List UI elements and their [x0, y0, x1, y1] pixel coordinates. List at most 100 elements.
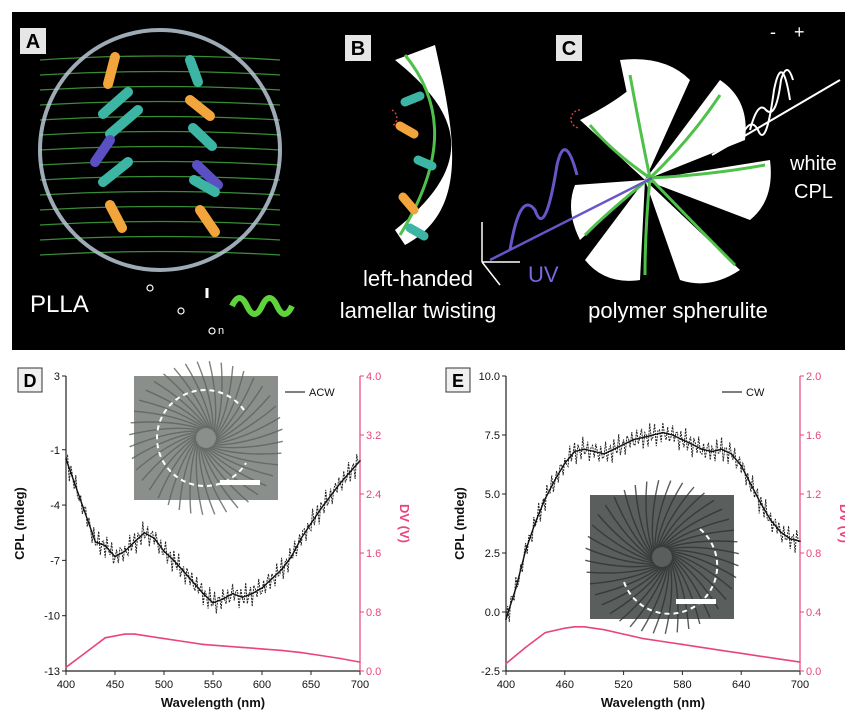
panel-c-caption: polymer spherulite: [588, 298, 768, 323]
y2-axis-label: DV (V): [837, 504, 845, 543]
inset-fibril: [199, 445, 228, 513]
panel-d-letter: D: [24, 371, 37, 391]
x-tick-label: 500: [155, 679, 173, 691]
twisted-lamella: [395, 45, 453, 245]
inset-fibril: [656, 486, 695, 549]
inset-fibril: [173, 367, 212, 430]
data-point-acw: [163, 550, 165, 552]
inset-fibril: [157, 437, 197, 499]
data-point-cw: [671, 434, 674, 436]
data-point-cw: [691, 443, 693, 446]
x-tick-label: 400: [57, 679, 75, 691]
panel-b-letter: B: [351, 38, 365, 60]
data-point-dv: [182, 640, 185, 643]
inset-fibril: [198, 445, 216, 515]
inset-fibril: [215, 377, 255, 439]
y2-tick-label: 0.8: [806, 548, 821, 560]
data-point-acw: [65, 458, 67, 460]
data-point-dv: [84, 651, 87, 654]
inset-fibril: [178, 440, 198, 511]
raw-cpl-trace: [505, 422, 799, 622]
data-point-cw: [524, 549, 527, 552]
data-point-acw: [349, 471, 352, 473]
panel-b-label-box: [345, 35, 371, 61]
cpl-output-beam: [711, 69, 841, 156]
y-axis-label: CPL (mdeg): [12, 487, 27, 560]
data-point-acw: [320, 507, 322, 510]
molecular-rods: [90, 52, 223, 237]
schematic-panel: A PLLA n B left-handed lamellar twisting: [12, 12, 845, 350]
x-axis-label: Wavelength (nm): [161, 695, 265, 710]
y-tick-label: -4: [50, 500, 60, 512]
inset-fibril: [670, 559, 690, 630]
data-point-acw: [300, 537, 303, 540]
y-tick-label: 2.5: [485, 548, 500, 560]
data-point-acw: [359, 460, 361, 462]
inset-fibril: [138, 399, 205, 429]
x-tick-label: 640: [732, 679, 750, 691]
inset-fibril: [594, 566, 661, 596]
data-point-cw: [730, 453, 733, 455]
x-tick-label: 650: [302, 679, 320, 691]
inset-fibril: [652, 564, 670, 634]
panel-e-letter: E: [452, 371, 464, 391]
data-point-dv: [133, 633, 136, 635]
x-tick-label: 450: [106, 679, 124, 691]
y2-tick-label: 0.8: [366, 607, 381, 619]
inset-fibril: [213, 416, 281, 445]
inset-fibril: [189, 442, 198, 514]
inset-fibril: [670, 551, 733, 590]
data-point-cw: [769, 519, 772, 521]
data-point-dv: [261, 648, 263, 650]
cpl-output-line2: CPL: [794, 181, 833, 203]
data-point-dv: [603, 628, 605, 631]
data-point-acw: [261, 587, 263, 589]
plus-sign: +: [794, 22, 805, 42]
data-point-dv: [222, 645, 224, 647]
panel-a: A PLLA n: [20, 28, 295, 337]
y2-tick-label: 1.6: [366, 548, 381, 560]
inset-fibril: [207, 447, 274, 477]
y2-tick-label: 3.2: [366, 430, 381, 442]
data-point-acw: [173, 559, 175, 562]
inset-micrograph: [585, 480, 739, 634]
inset-fibril: [215, 395, 271, 442]
inset-fibril: [203, 447, 259, 496]
inset-fibril: [208, 446, 279, 466]
inset-fibril: [148, 435, 197, 491]
inset-fibril: [129, 430, 199, 448]
data-point-dv: [573, 625, 576, 628]
chart-d: 400 450 500 550 600 650 700 3 -1 -4 -7 -10 -13 0.0 0.8…: [12, 361, 412, 710]
inset-fibril: [640, 564, 669, 632]
panel-c-letter: C: [562, 38, 576, 60]
spherulite-outline: [38, 28, 282, 272]
inset-fibril: [131, 431, 199, 460]
data-point-cw: [564, 462, 566, 465]
data-point-acw: [75, 485, 77, 488]
data-point-cw: [593, 450, 595, 453]
inset-fibril: [645, 481, 654, 553]
data-point-acw: [222, 598, 224, 600]
inset-fibril: [141, 434, 197, 481]
inset-fibril: [634, 484, 654, 555]
legend-label: CW: [746, 387, 765, 399]
data-point-cw: [799, 540, 801, 542]
inset-fibril: [195, 443, 204, 515]
inset-fibril: [196, 361, 214, 431]
legend-label: ACW: [309, 387, 335, 399]
inset-fibril: [623, 489, 653, 556]
scale-bar: [220, 480, 260, 485]
data-point-dv: [662, 640, 664, 643]
data-point-cw: [632, 438, 635, 441]
panel-b: B left-handed lamellar twisting: [340, 35, 496, 323]
data-point-acw: [192, 581, 195, 584]
inset-fibril: [585, 547, 655, 565]
x-tick-label: 600: [253, 679, 271, 691]
inset-fibril: [667, 546, 739, 555]
data-point-cw: [534, 521, 537, 524]
rotation-direction-arrow: [156, 389, 247, 487]
x-tick-label: 550: [204, 679, 222, 691]
x-tick-label: 580: [673, 679, 691, 691]
data-point-cw: [573, 450, 576, 453]
y2-tick-label: 4.0: [366, 371, 381, 383]
